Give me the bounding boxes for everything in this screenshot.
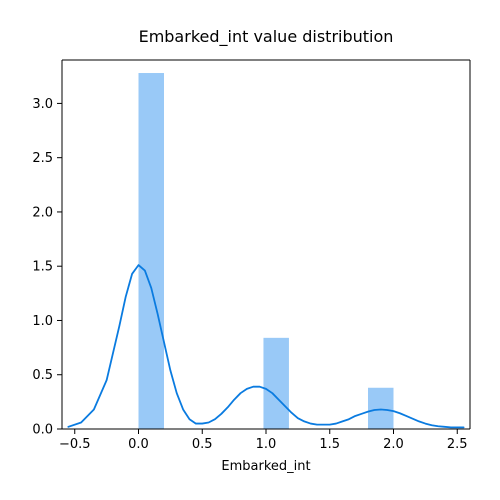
histogram-bar-0 [138,73,164,430]
chart-title: Embarked_int value distribution [139,27,394,47]
bars-layer [138,73,394,430]
x-tick-label: 0.0 [128,437,149,452]
kde-layer [67,264,465,429]
histogram-bar-6 [368,387,394,429]
y-tick-label: 2.0 [32,205,53,220]
histogram-bar-5 [263,337,289,429]
y-ticks: 0.0 0.5 1.0 1.5 2.0 2.5 3.0 [32,97,62,438]
y-tick-label: 1.0 [32,314,53,329]
y-tick-label: 3.0 [32,97,53,112]
y-tick-label: 1.5 [32,260,53,275]
x-tick-label: 2.0 [383,437,404,452]
y-tick-label: 0.5 [32,368,53,383]
x-tick-label: 1.0 [256,437,277,452]
x-tick-label: −0.5 [59,437,91,452]
y-tick-label: 2.5 [32,151,53,166]
x-tick-label: 2.5 [447,437,468,452]
x-tick-label: 1.5 [319,437,340,452]
axes-layer [61,59,471,430]
kde-line [67,264,465,429]
x-axis-label: Embarked_int [221,459,310,474]
y-tick-label: 0.0 [32,423,53,438]
x-tick-label: 0.5 [192,437,213,452]
x-ticks: −0.5 0.0 0.5 1.0 1.5 2.0 2.5 [59,429,468,452]
